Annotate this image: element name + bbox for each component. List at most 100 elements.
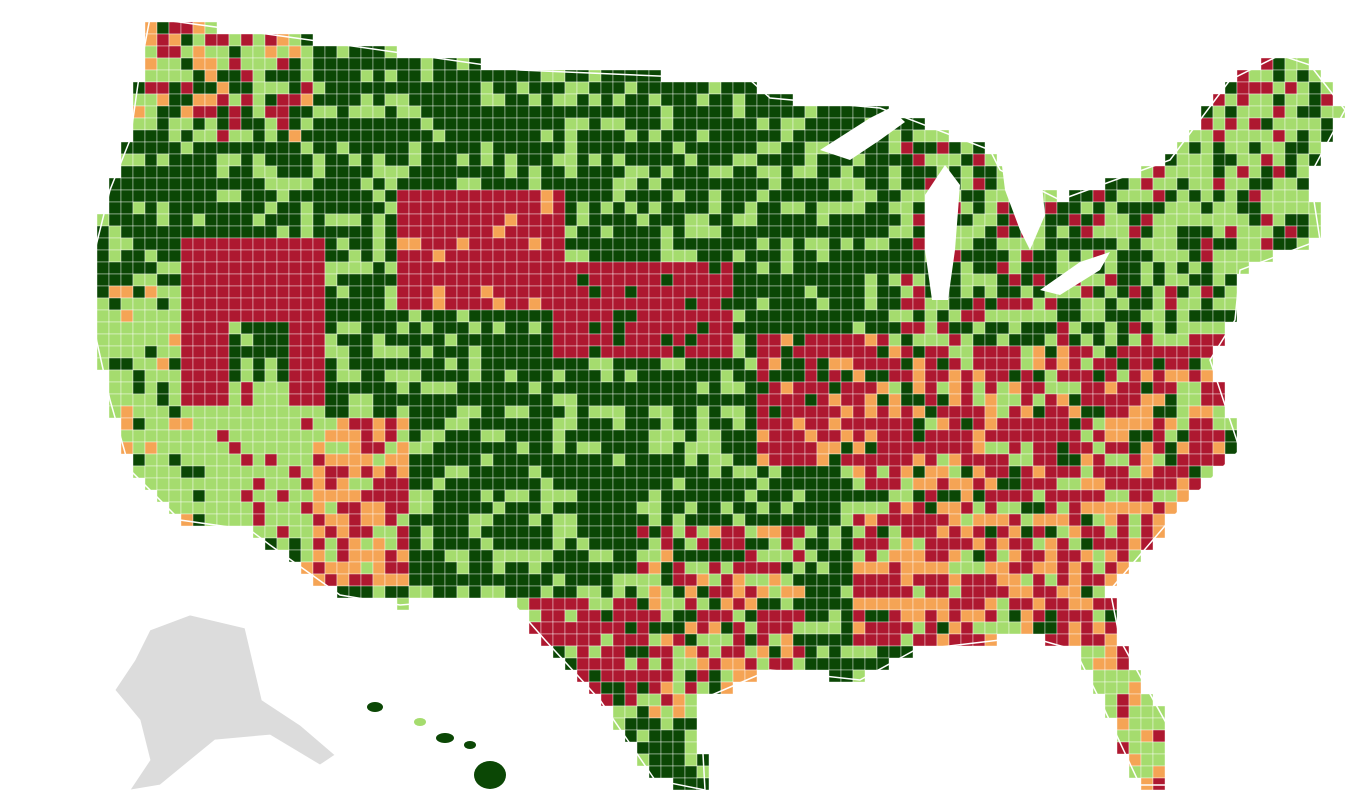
county: [828, 429, 842, 443]
county: [144, 69, 158, 83]
county: [228, 477, 242, 491]
county: [468, 213, 482, 227]
county: [1104, 525, 1118, 539]
county: [312, 261, 326, 275]
county: [888, 621, 902, 635]
county: [504, 213, 518, 227]
county: [516, 105, 530, 119]
county: [996, 321, 1010, 335]
county: [1200, 165, 1214, 179]
county: [732, 633, 746, 647]
county: [840, 393, 854, 407]
county: [984, 249, 998, 263]
county: [768, 465, 782, 479]
county: [1308, 117, 1322, 131]
county: [648, 585, 662, 599]
county: [792, 189, 806, 203]
county: [300, 537, 314, 551]
county: [1140, 261, 1154, 275]
county: [348, 165, 362, 179]
county: [816, 273, 830, 287]
county: [492, 477, 506, 491]
county: [960, 429, 974, 443]
county: [600, 213, 614, 227]
county: [900, 225, 914, 239]
county: [372, 561, 386, 575]
county: [600, 405, 614, 419]
county: [780, 441, 794, 455]
county: [156, 393, 170, 407]
county: [648, 681, 662, 695]
county: [768, 405, 782, 419]
county: [780, 153, 794, 167]
county: [852, 597, 866, 611]
county: [1116, 657, 1130, 671]
county: [1188, 333, 1202, 347]
county: [1128, 381, 1142, 395]
county: [360, 345, 374, 359]
county: [396, 165, 410, 179]
county: [492, 273, 506, 287]
county: [840, 309, 854, 323]
non-contiguous-states: [114, 614, 506, 791]
county: [948, 297, 962, 311]
county: [1128, 441, 1142, 455]
county: [348, 561, 362, 575]
county: [480, 285, 494, 299]
county: [996, 513, 1010, 527]
county: [564, 261, 578, 275]
county: [348, 477, 362, 491]
county: [384, 81, 398, 95]
county: [444, 153, 458, 167]
county: [984, 477, 998, 491]
county: [516, 321, 530, 335]
county: [300, 381, 314, 395]
county: [972, 621, 986, 635]
county: [456, 441, 470, 455]
county: [1020, 261, 1034, 275]
county: [876, 585, 890, 599]
county: [1092, 369, 1106, 383]
county: [264, 345, 278, 359]
county: [144, 237, 158, 251]
county: [996, 237, 1010, 251]
county: [276, 489, 290, 503]
county: [1188, 393, 1202, 407]
county: [312, 525, 326, 539]
county: [468, 537, 482, 551]
county: [336, 105, 350, 119]
county: [720, 573, 734, 587]
county: [1224, 153, 1238, 167]
county: [336, 165, 350, 179]
county: [1140, 417, 1154, 431]
county: [120, 249, 134, 263]
county: [408, 249, 422, 263]
county: [156, 141, 170, 155]
county: [504, 249, 518, 263]
county: [1044, 333, 1058, 347]
county: [828, 501, 842, 515]
county: [948, 465, 962, 479]
county: [1080, 429, 1094, 443]
county: [876, 441, 890, 455]
county: [1188, 213, 1202, 227]
county: [552, 453, 566, 467]
county: [588, 669, 602, 683]
county: [360, 105, 374, 119]
county: [660, 441, 674, 455]
county: [240, 333, 254, 347]
county: [600, 489, 614, 503]
county: [588, 177, 602, 191]
county: [432, 321, 446, 335]
county: [996, 249, 1010, 263]
county: [264, 165, 278, 179]
county: [648, 369, 662, 383]
county: [660, 765, 674, 779]
county: [120, 333, 134, 347]
county: [264, 81, 278, 95]
county: [360, 393, 374, 407]
county: [528, 141, 542, 155]
county: [876, 597, 890, 611]
county: [1128, 765, 1142, 779]
county: [588, 405, 602, 419]
